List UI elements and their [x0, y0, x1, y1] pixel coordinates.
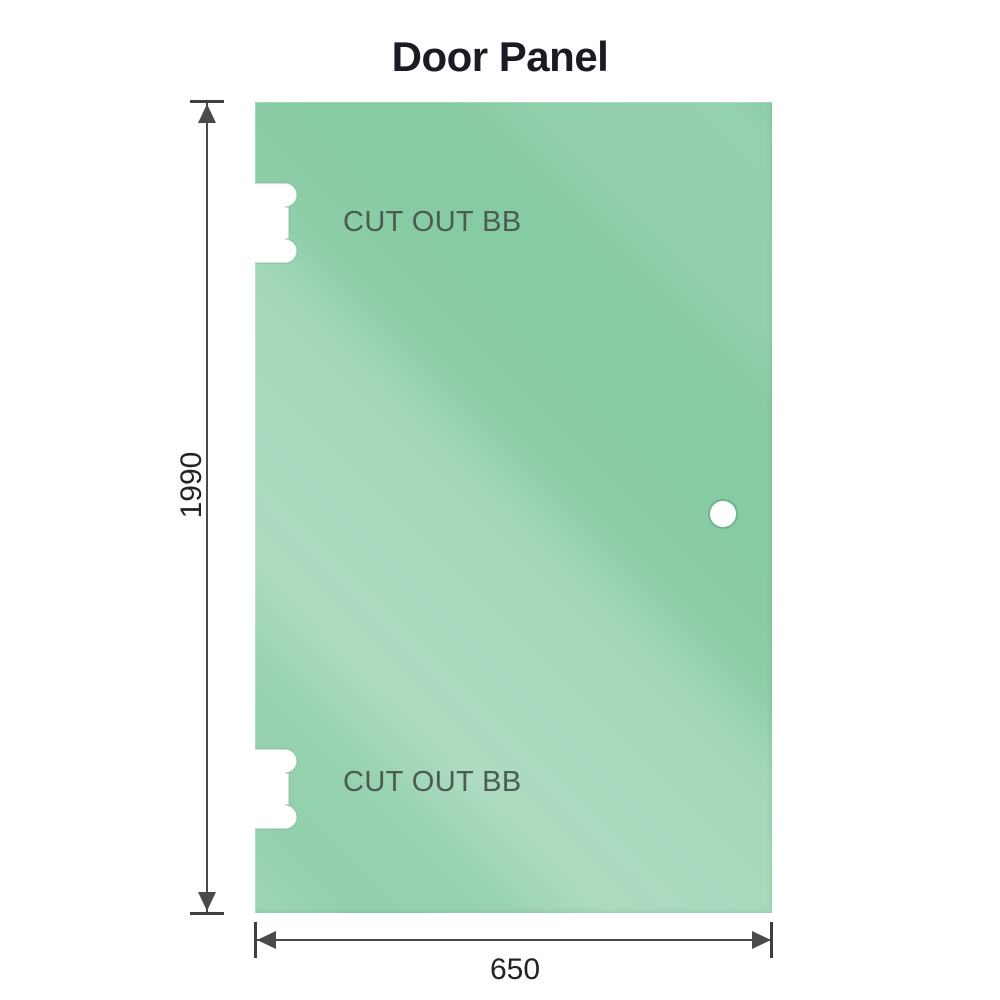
page-title: Door Panel — [391, 33, 609, 80]
height-extension-tick-bottom — [190, 912, 224, 915]
cutout-top-shape — [255, 182, 298, 264]
cutout-bottom-shape — [255, 748, 298, 830]
height-dimension-label: 1990 — [175, 451, 208, 519]
arrow-left-icon — [257, 931, 276, 949]
arrow-right-icon — [752, 931, 771, 949]
arrow-down-icon — [198, 892, 216, 911]
width-dimension-label: 650 — [489, 953, 541, 986]
cutout-bottom — [255, 747, 303, 831]
width-extension-tick-left — [254, 922, 257, 958]
arrow-up-icon — [198, 104, 216, 123]
width-extension-tick-right — [770, 922, 773, 958]
cutout-bottom-label: CUT OUT BB — [343, 766, 522, 798]
cutout-top — [255, 181, 303, 265]
height-extension-tick-top — [190, 100, 224, 103]
width-dimension-line — [255, 939, 772, 941]
handle-drill-hole — [710, 501, 736, 527]
height-dimension-line — [206, 102, 208, 913]
cutout-top-label: CUT OUT BB — [343, 206, 522, 238]
